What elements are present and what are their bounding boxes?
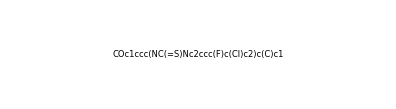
Text: COc1ccc(NC(=S)Nc2ccc(F)c(Cl)c2)c(C)c1: COc1ccc(NC(=S)Nc2ccc(F)c(Cl)c2)c(C)c1 (112, 50, 284, 59)
